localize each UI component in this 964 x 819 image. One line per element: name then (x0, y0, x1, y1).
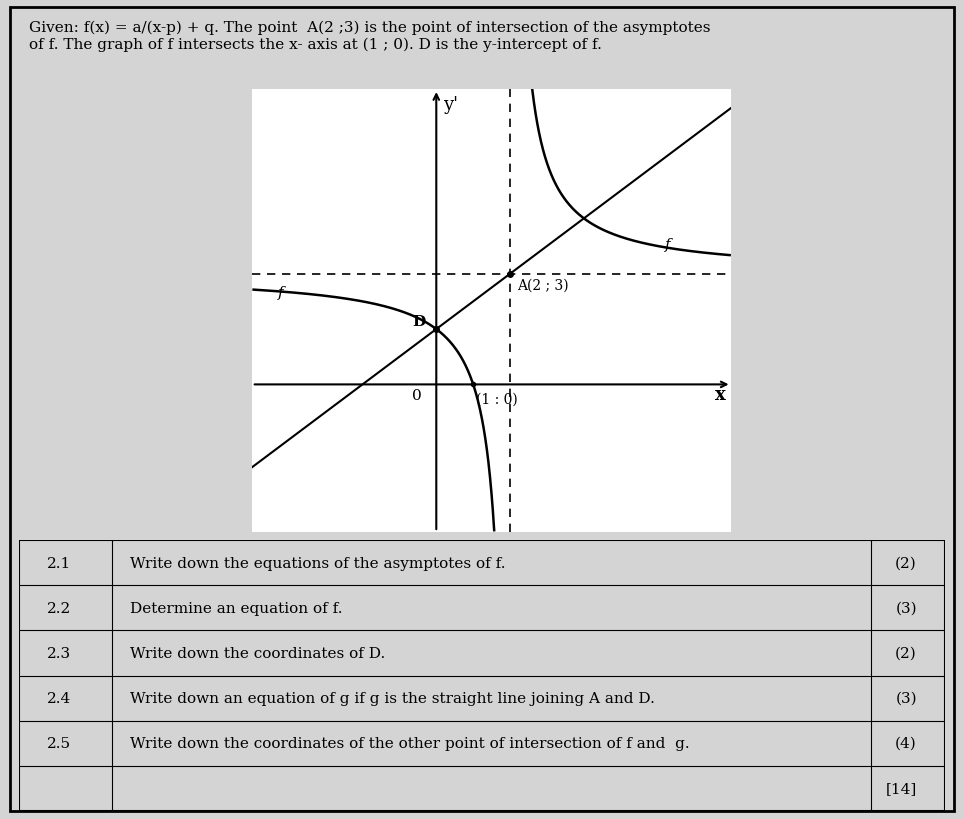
Text: Determine an equation of f.: Determine an equation of f. (130, 601, 343, 615)
Text: f: f (278, 286, 283, 300)
Text: (4): (4) (896, 736, 917, 750)
Text: (2): (2) (896, 556, 917, 570)
Text: y': y' (442, 96, 458, 114)
Text: Given: f(x) = a/(x-p) + q. The point  A(2 ;3) is the point of intersection of th: Given: f(x) = a/(x-p) + q. The point A(2… (29, 20, 710, 52)
Text: D: D (413, 315, 425, 329)
Text: Write down the coordinates of D.: Write down the coordinates of D. (130, 646, 386, 660)
Text: x: x (715, 386, 726, 404)
Text: [14]: [14] (886, 781, 917, 795)
Text: A(2 ; 3): A(2 ; 3) (517, 278, 569, 292)
Text: 2.2: 2.2 (47, 601, 71, 615)
Text: Write down the equations of the asymptotes of f.: Write down the equations of the asymptot… (130, 556, 506, 570)
Text: (1 : 0): (1 : 0) (476, 392, 518, 406)
Text: (2): (2) (896, 646, 917, 660)
Text: Write down the coordinates of the other point of intersection of f and  g.: Write down the coordinates of the other … (130, 736, 690, 750)
Text: (3): (3) (896, 601, 917, 615)
Text: Write down an equation of g if g is the straight line joining A and D.: Write down an equation of g if g is the … (130, 691, 656, 705)
Text: 2.5: 2.5 (47, 736, 71, 750)
Text: 2.4: 2.4 (47, 691, 71, 705)
Text: 2.3: 2.3 (47, 646, 71, 660)
Text: (3): (3) (896, 691, 917, 705)
Text: 2.1: 2.1 (47, 556, 71, 570)
Text: f: f (665, 238, 671, 251)
Text: 0: 0 (412, 389, 421, 403)
